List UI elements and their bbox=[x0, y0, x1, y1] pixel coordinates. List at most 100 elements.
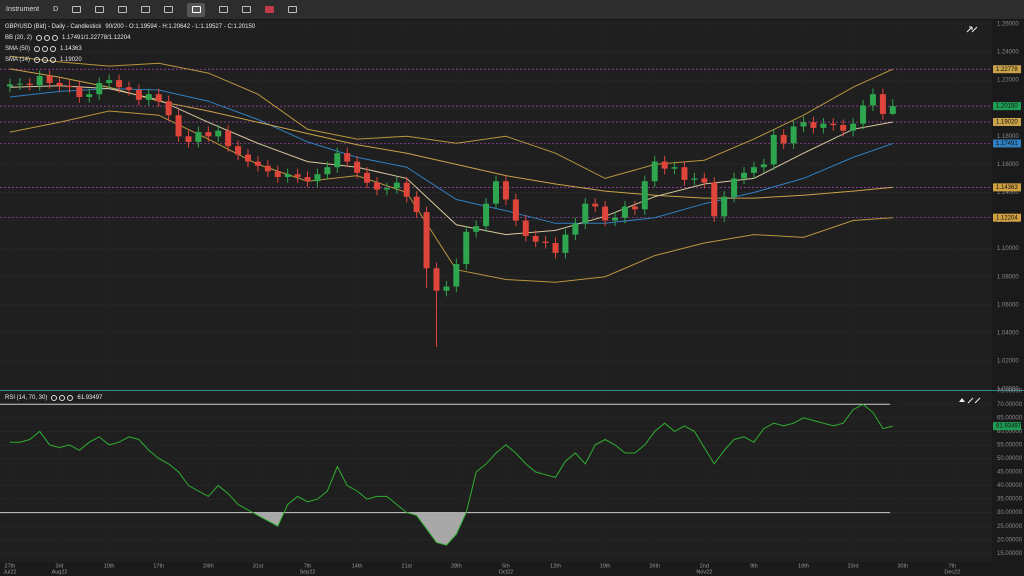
expand-rsi-icon[interactable] bbox=[967, 397, 981, 404]
y-tick-label: 15.00000 bbox=[997, 551, 1023, 557]
crosshair-button[interactable] bbox=[187, 2, 206, 17]
legend-icons[interactable] bbox=[51, 395, 74, 401]
candle-body bbox=[641, 181, 648, 210]
candle-body bbox=[542, 241, 549, 243]
price-marker-label: 1.22778 bbox=[996, 67, 1018, 73]
y-tick-label: 1.04000 bbox=[997, 330, 1019, 336]
window-controls[interactable] bbox=[959, 26, 981, 404]
instrument-menu[interactable]: Instrument bbox=[6, 6, 40, 13]
candle-body bbox=[879, 94, 886, 114]
theme-button[interactable] bbox=[242, 6, 252, 13]
instrument-title: GBP/USD (Bid) - Daily - Candlestick bbox=[5, 24, 102, 30]
rsi-value: 61.93497 bbox=[77, 395, 103, 401]
candle-body bbox=[354, 161, 361, 173]
expand-icon[interactable] bbox=[966, 26, 978, 33]
candle-body bbox=[621, 206, 628, 218]
y-tick-label: 1.24000 bbox=[997, 50, 1019, 56]
candle-body bbox=[116, 80, 123, 88]
x-tick-label: 17th bbox=[153, 563, 164, 569]
candle-body bbox=[26, 83, 33, 86]
candle-body bbox=[393, 182, 400, 189]
delete-button[interactable] bbox=[141, 6, 151, 13]
price-marker-box bbox=[993, 213, 1021, 222]
candle-body bbox=[562, 234, 569, 253]
price-marker-label: 1.20150 bbox=[996, 104, 1018, 110]
candle-body bbox=[671, 167, 678, 169]
draw-button[interactable] bbox=[118, 6, 128, 13]
y-tick-label: 45.00000 bbox=[997, 470, 1023, 476]
candle-body bbox=[790, 126, 797, 144]
candle-body bbox=[572, 223, 579, 235]
y-tick-label: 20.00000 bbox=[997, 537, 1023, 543]
candle-body bbox=[245, 154, 251, 162]
candle-body bbox=[860, 105, 867, 124]
ohlc-info: 90/200 - O:1.19594 - H:1.20642 - L:1.195… bbox=[105, 24, 256, 30]
y-tick-label: 55.00000 bbox=[997, 442, 1023, 448]
candle-body bbox=[145, 94, 152, 100]
candle-body bbox=[205, 132, 212, 137]
candle-body bbox=[274, 171, 281, 178]
candle-body bbox=[324, 167, 331, 175]
candle-body bbox=[175, 115, 182, 137]
x-tick-label: 12th bbox=[550, 563, 561, 569]
flag-button[interactable] bbox=[265, 6, 275, 13]
candle-body bbox=[691, 178, 698, 180]
legend-icons[interactable] bbox=[34, 46, 57, 52]
y-tick-label: 65.00000 bbox=[997, 415, 1023, 421]
candle-body bbox=[225, 130, 232, 147]
legend-row: SMA (50) 1.14363 bbox=[5, 46, 82, 52]
x-tick-label: 5th bbox=[502, 563, 510, 569]
move-up-icon[interactable] bbox=[959, 398, 965, 402]
timeframe-menu[interactable]: D bbox=[53, 6, 59, 13]
rsi-value-box bbox=[993, 422, 1021, 431]
window-button[interactable] bbox=[288, 6, 298, 13]
candle-body bbox=[383, 188, 390, 190]
x-tick-label: 31st bbox=[253, 563, 264, 569]
rsi-line bbox=[9, 403, 893, 546]
price-marker-box bbox=[993, 183, 1021, 192]
candle-body bbox=[681, 167, 688, 180]
legend-row: BB (20, 2) 1.17491/1.22778/1.12204 bbox=[5, 35, 130, 41]
candle-body bbox=[294, 174, 301, 178]
candle-body bbox=[701, 178, 708, 183]
candle-body bbox=[532, 235, 539, 242]
candle-body bbox=[433, 268, 440, 291]
indicator-button[interactable] bbox=[95, 6, 105, 13]
x-tick-label: 2nd bbox=[700, 563, 709, 569]
date-axis bbox=[0, 562, 992, 576]
layout-button[interactable] bbox=[164, 6, 174, 13]
y-tick-label: 35.00000 bbox=[997, 497, 1023, 503]
legend-icons[interactable] bbox=[36, 35, 59, 41]
y-tick-label: 1.10000 bbox=[997, 246, 1019, 252]
candle-body bbox=[36, 75, 43, 86]
x-tick-label: 23rd bbox=[848, 563, 859, 569]
candle-body bbox=[820, 123, 827, 128]
legend-icons[interactable] bbox=[34, 57, 57, 63]
candle-body bbox=[612, 217, 619, 221]
candle-body bbox=[413, 196, 420, 213]
candle-body bbox=[125, 87, 132, 90]
x-tick-label: 7th bbox=[304, 563, 312, 569]
y-tick-label: 30.00000 bbox=[997, 510, 1023, 516]
toolbar: Instrument D bbox=[0, 0, 1024, 20]
candle-body bbox=[760, 164, 767, 168]
candle-body bbox=[552, 243, 559, 253]
candle-body bbox=[46, 75, 53, 83]
candle-body bbox=[473, 226, 480, 232]
candle-body bbox=[840, 125, 847, 131]
legend-name: SMA (50) bbox=[5, 46, 31, 52]
price-axis bbox=[992, 20, 1024, 576]
candle-body bbox=[344, 153, 351, 162]
share-button[interactable] bbox=[219, 6, 229, 13]
candle-body bbox=[235, 146, 242, 155]
candle-body bbox=[512, 199, 519, 221]
x-tick-label: 19th bbox=[600, 563, 611, 569]
candle-body bbox=[364, 172, 371, 183]
candle-body bbox=[780, 134, 787, 144]
candle-body bbox=[453, 264, 460, 287]
chart-type-button[interactable] bbox=[72, 6, 82, 13]
price-marker-label: 1.19020 bbox=[996, 120, 1018, 126]
y-tick-label: 1.26000 bbox=[997, 22, 1019, 28]
candle-body bbox=[810, 122, 817, 128]
y-tick-label: 1.14000 bbox=[997, 190, 1019, 196]
